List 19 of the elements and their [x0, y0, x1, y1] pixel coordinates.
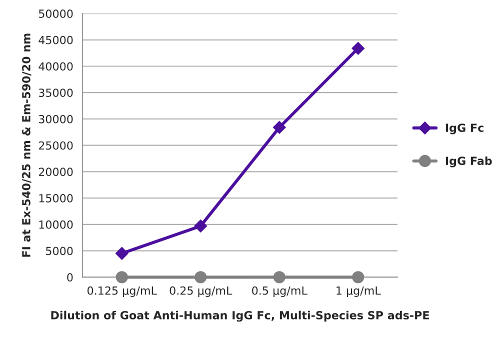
x-tick-label: 0.5 µg/mL: [252, 286, 308, 297]
y-tick-label: 15000: [39, 194, 73, 202]
y-tick-label: 45000: [38, 36, 73, 44]
x-tick-label: 0.25 µg/mL: [170, 286, 232, 297]
y-tick-label: 30000: [38, 114, 73, 124]
y-tick-label: 10000: [39, 220, 73, 229]
x-tick-label: 1 µg/mL: [336, 286, 381, 297]
legend-label: IgG Fc: [446, 124, 484, 134]
y-tick-label: 40000: [38, 62, 73, 71]
legend-label: IgG Fab: [446, 156, 492, 168]
y-tick-label: 50000: [38, 9, 73, 18]
x-axis-title: Dilution of Goat Anti-Human IgG Fc, Multi-Species SP ads-PE: [51, 310, 429, 322]
y-tick-label: 25000: [38, 141, 73, 150]
y-tick-label: 35000: [38, 88, 73, 97]
y-tick-label: 20000: [38, 168, 73, 176]
x-tick-label: 0.125 µg/mL: [87, 286, 157, 297]
y-tick-label: 0: [67, 273, 73, 282]
y-axis-title: FI at Ex-540/25 nm & Em-590/20 nm: [22, 34, 32, 257]
y-tick-label: 5000: [46, 246, 73, 256]
